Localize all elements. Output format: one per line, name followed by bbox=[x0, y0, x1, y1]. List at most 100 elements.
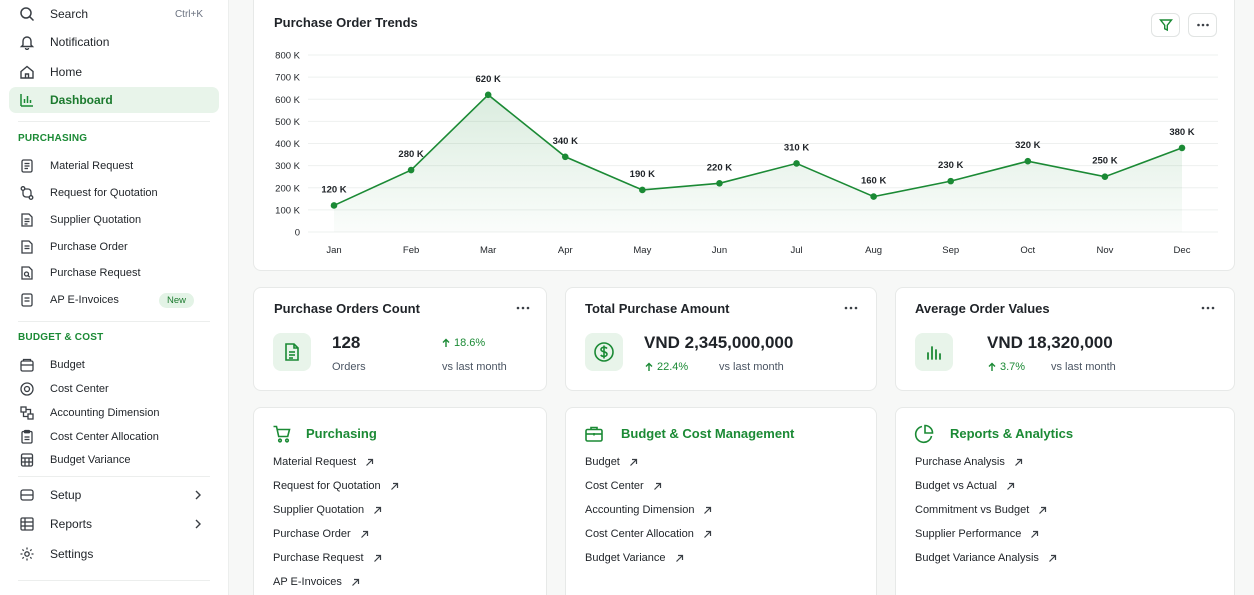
module-link[interactable]: Budget bbox=[585, 456, 638, 468]
calculator-icon bbox=[20, 453, 34, 467]
sidebar-divider bbox=[18, 121, 210, 122]
sidebar-item-material-request[interactable]: Material Request bbox=[9, 153, 219, 179]
data-label: 310 K bbox=[784, 142, 809, 153]
trends-more-button[interactable] bbox=[1188, 13, 1217, 37]
sidebar-item-label: Setup bbox=[50, 488, 82, 502]
module-link-label: Cost Center bbox=[585, 480, 644, 492]
orders-count-card: Purchase Orders Count 128 Orders 18.6% v… bbox=[253, 287, 547, 391]
data-label: 190 K bbox=[630, 169, 655, 180]
more-icon[interactable] bbox=[841, 301, 861, 315]
dimension-icon bbox=[20, 406, 34, 420]
sidebar-item-notification[interactable]: Notification bbox=[9, 29, 219, 55]
series-area bbox=[334, 94, 1182, 232]
module-link[interactable]: Supplier Performance bbox=[915, 528, 1039, 540]
data-label: 340 K bbox=[553, 136, 578, 147]
sidebar-item-supplier-quotation[interactable]: Supplier Quotation bbox=[9, 207, 219, 233]
change-value: 22.4% bbox=[657, 361, 689, 373]
data-label: 280 K bbox=[398, 149, 423, 160]
data-point bbox=[407, 166, 415, 174]
filter-button[interactable] bbox=[1151, 13, 1180, 37]
x-tick-label: Dec bbox=[1174, 245, 1191, 256]
module-link[interactable]: Budget vs Actual bbox=[915, 480, 1015, 492]
sidebar: Search Ctrl+K Notification Home Dashboar… bbox=[0, 0, 229, 595]
x-tick-label: Aug bbox=[865, 245, 882, 256]
y-tick-label: 300 K bbox=[275, 161, 300, 172]
change-value: 3.7% bbox=[1000, 361, 1026, 373]
data-label: 620 K bbox=[476, 74, 501, 85]
module-link[interactable]: Cost Center bbox=[585, 480, 662, 492]
file-search-icon bbox=[21, 266, 33, 280]
y-tick-label: 700 K bbox=[275, 73, 300, 84]
reports-module-title: Reports & Analytics bbox=[950, 426, 1074, 441]
module-link[interactable]: Purchase Request bbox=[273, 552, 382, 564]
orders-count-change: 18.6% bbox=[441, 337, 485, 349]
average-value-compare: vs last month bbox=[1051, 361, 1116, 373]
average-value-value: VND 18,320,000 bbox=[987, 333, 1113, 352]
more-icon[interactable] bbox=[1198, 301, 1218, 315]
pie-chart-icon bbox=[914, 424, 934, 444]
bar-chart-icon bbox=[20, 94, 33, 107]
search-icon bbox=[20, 7, 35, 22]
sidebar-item-label: Cost Center Allocation bbox=[50, 431, 159, 443]
module-link[interactable]: Request for Quotation bbox=[273, 480, 399, 492]
module-link[interactable]: Purchase Order bbox=[273, 528, 369, 540]
purchasing-module-card: Purchasing Material Request Request for Q… bbox=[253, 407, 547, 595]
cart-icon bbox=[273, 425, 291, 443]
sidebar-item-settings[interactable]: Settings bbox=[9, 541, 219, 567]
data-label: 380 K bbox=[1169, 127, 1194, 138]
sidebar-item-label: Material Request bbox=[50, 160, 134, 172]
sidebar-item-label: Budget Variance bbox=[50, 454, 131, 466]
chevron-right-icon bbox=[195, 519, 201, 529]
module-link-label: Accounting Dimension bbox=[585, 504, 695, 516]
more-icon[interactable] bbox=[513, 301, 533, 315]
sidebar-item-cost-center-allocation[interactable]: Cost Center Allocation bbox=[9, 424, 219, 450]
sidebar-item-home[interactable]: Home bbox=[9, 59, 219, 85]
sidebar-item-dashboard[interactable]: Dashboard bbox=[9, 87, 219, 113]
orders-count-compare: vs last month bbox=[442, 361, 507, 373]
arrow-up-right-icon bbox=[390, 482, 398, 490]
sidebar-item-rfq[interactable]: Request for Quotation bbox=[9, 180, 219, 206]
bar-chart-icon bbox=[927, 346, 941, 360]
sidebar-item-ap-e-invoices[interactable]: AP E-Invoices New bbox=[9, 287, 219, 313]
arrow-up-right-icon bbox=[374, 506, 382, 514]
total-amount-card: Total Purchase Amount VND 2,345,000,000 … bbox=[565, 287, 877, 391]
arrow-up-right-icon bbox=[1039, 506, 1047, 514]
y-tick-label: 600 K bbox=[275, 95, 300, 106]
data-label: 320 K bbox=[1015, 140, 1040, 151]
module-link-label: AP E-Invoices bbox=[273, 576, 342, 588]
search-button[interactable]: Search Ctrl+K bbox=[9, 1, 219, 27]
data-point bbox=[716, 180, 723, 187]
document-icon-tile bbox=[273, 333, 311, 371]
section-budget-cost: BUDGET & COST bbox=[18, 332, 104, 343]
y-tick-label: 0 bbox=[295, 228, 300, 239]
sidebar-item-label: Dashboard bbox=[50, 93, 113, 107]
sidebar-item-budget-variance[interactable]: Budget Variance bbox=[9, 447, 219, 473]
sidebar-item-cost-center[interactable]: Cost Center bbox=[9, 376, 219, 402]
module-link[interactable]: Budget Variance bbox=[585, 552, 684, 564]
sidebar-item-accounting-dimension[interactable]: Accounting Dimension bbox=[9, 400, 219, 426]
module-link[interactable]: Budget Variance Analysis bbox=[915, 552, 1057, 564]
sidebar-item-purchase-request[interactable]: Purchase Request bbox=[9, 260, 219, 286]
module-link[interactable]: Cost Center Allocation bbox=[585, 528, 712, 540]
data-point bbox=[793, 160, 800, 167]
sidebar-item-reports[interactable]: Reports bbox=[9, 511, 219, 537]
arrow-up-right-icon bbox=[703, 530, 711, 538]
arrow-up-right-icon bbox=[366, 458, 374, 466]
module-link[interactable]: Accounting Dimension bbox=[585, 504, 712, 516]
x-tick-label: Jun bbox=[712, 245, 727, 256]
average-value-change: 3.7% bbox=[987, 361, 1025, 373]
arrow-up-right-icon bbox=[629, 458, 637, 466]
sidebar-item-budget[interactable]: Budget bbox=[9, 352, 219, 378]
module-link[interactable]: AP E-Invoices bbox=[273, 576, 360, 588]
module-link[interactable]: Material Request bbox=[273, 456, 374, 468]
module-link[interactable]: Supplier Quotation bbox=[273, 504, 382, 516]
dollar-circle-icon bbox=[594, 342, 614, 362]
module-link[interactable]: Commitment vs Budget bbox=[915, 504, 1047, 516]
sidebar-item-setup[interactable]: Setup bbox=[9, 482, 219, 508]
module-link[interactable]: Purchase Analysis bbox=[915, 456, 1023, 468]
x-tick-label: Feb bbox=[403, 245, 419, 256]
average-value-title: Average Order Values bbox=[915, 301, 1050, 316]
sidebar-item-label: Budget bbox=[50, 359, 85, 371]
sidebar-item-purchase-order[interactable]: Purchase Order bbox=[9, 234, 219, 260]
data-label: 160 K bbox=[861, 176, 886, 187]
